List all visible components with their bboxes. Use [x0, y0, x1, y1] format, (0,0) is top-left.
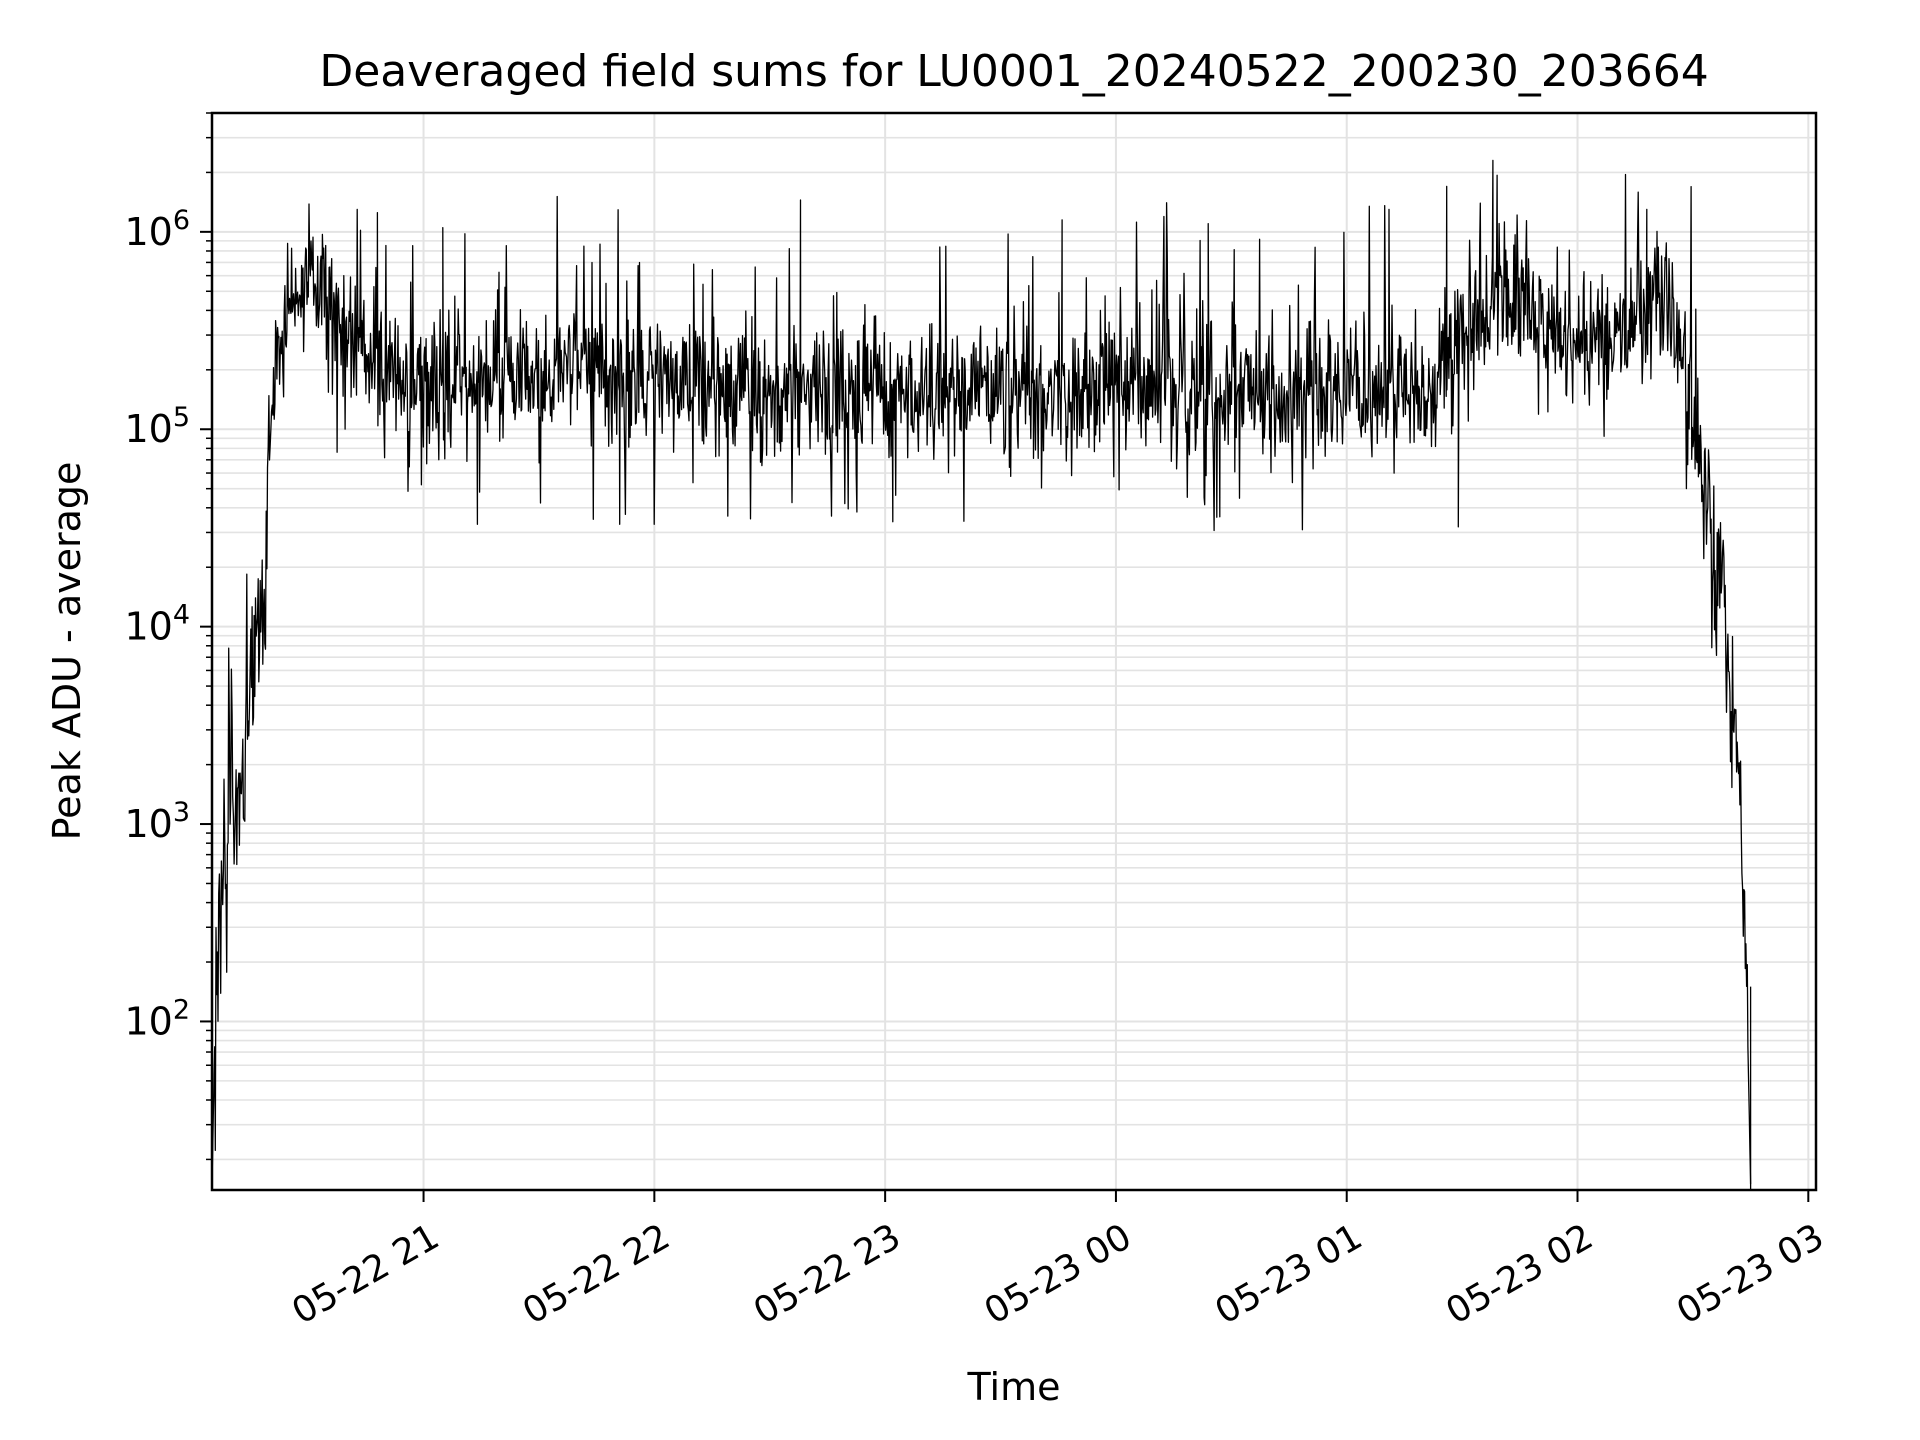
- y-tick-label-base: 10: [124, 802, 172, 846]
- x-axis-label: Time: [967, 1365, 1061, 1409]
- y-axis-label: Peak ADU - average: [45, 462, 89, 841]
- y-tick-label-exponent: 3: [173, 797, 190, 828]
- y-tick-label: 106: [124, 205, 190, 254]
- y-tick-label: 104: [124, 600, 190, 649]
- y-tick-label-exponent: 5: [173, 402, 190, 433]
- y-tick-label-base: 10: [124, 407, 172, 451]
- y-tick-label-base: 10: [124, 999, 172, 1043]
- y-tick-label-exponent: 6: [173, 205, 190, 236]
- y-tick-label-exponent: 4: [173, 600, 190, 631]
- y-tick-label-base: 10: [124, 605, 172, 649]
- chart-title: Deaveraged field sums for LU0001_2024052…: [319, 46, 1708, 97]
- y-tick-label: 102: [124, 994, 190, 1043]
- y-tick-label: 105: [124, 402, 190, 451]
- y-tick-label: 103: [124, 797, 190, 846]
- y-tick-label-exponent: 2: [173, 994, 190, 1025]
- plot-frame: [210, 111, 1818, 1192]
- series-line: [211, 159, 1752, 1185]
- y-tick-label-base: 10: [124, 210, 172, 254]
